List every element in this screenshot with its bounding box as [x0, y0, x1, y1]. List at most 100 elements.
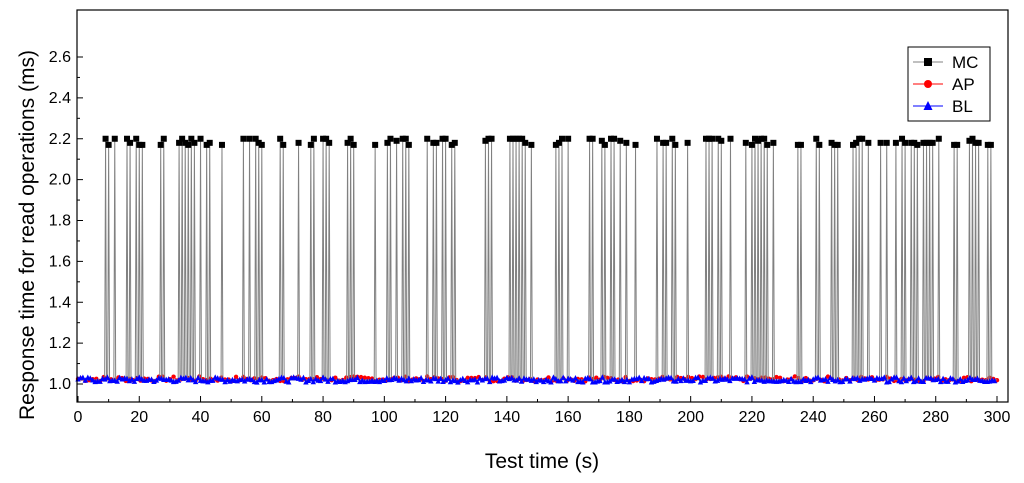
series-bl-point — [913, 378, 919, 384]
mc-spike-point — [764, 141, 771, 148]
series-bl-point — [741, 376, 748, 382]
series-bl-point — [825, 378, 831, 384]
series-ap-point — [465, 375, 470, 381]
x-tick-label: 80 — [314, 409, 332, 426]
mc-spike-point — [182, 139, 189, 146]
series-bl-point — [183, 374, 189, 381]
series-bl-point — [580, 379, 586, 385]
mc-spike-point — [347, 135, 354, 142]
mc-spike-point — [859, 135, 866, 142]
y-tick-label: 1.2 — [49, 335, 71, 352]
mc-spike-point — [448, 141, 455, 148]
x-tick-label: 180 — [616, 409, 643, 426]
series-bl-point — [420, 378, 427, 385]
series-bl-point — [788, 375, 794, 382]
series-bl-point — [80, 374, 86, 380]
mc-spike-point — [565, 135, 572, 142]
series-bl-point — [192, 378, 199, 385]
mc-spike-point — [350, 141, 357, 148]
series-bl-point — [281, 374, 287, 381]
mc-spike-point — [522, 139, 529, 146]
x-tick-label: 0 — [74, 409, 83, 426]
series-bl-point — [710, 375, 716, 381]
mc-spike-point — [372, 141, 379, 148]
mc-spike-point — [954, 141, 961, 148]
series-bl-point — [153, 377, 160, 383]
series-bl-point — [222, 378, 228, 385]
y-tick-label: 1.6 — [49, 253, 71, 270]
series-bl-point — [249, 376, 255, 383]
mc-spike-point — [191, 139, 198, 146]
series-bl-point — [560, 374, 566, 380]
series-bl-point — [82, 377, 89, 383]
series-bl-point — [827, 374, 834, 381]
series-bl-point — [785, 378, 792, 385]
mc-spike-point — [160, 135, 167, 142]
mc-spike-point — [451, 139, 458, 146]
series-bl-point — [847, 378, 853, 384]
series-bl-point — [599, 374, 606, 380]
series-bl-point — [624, 376, 630, 383]
mc-spike-point — [813, 135, 820, 142]
mc-spike-point — [240, 135, 247, 142]
series-bl-point — [675, 375, 682, 382]
series-bl-point — [881, 374, 887, 380]
series-bl-point — [185, 376, 191, 383]
mc-spike-point — [865, 139, 872, 146]
series-bl-point — [749, 374, 755, 380]
mc-spike-point — [387, 135, 394, 142]
series-bl-point — [219, 376, 226, 382]
mc-spike-point — [702, 135, 709, 142]
mc-spike-point — [758, 135, 765, 142]
series-bl-point — [195, 374, 201, 381]
plot-frame — [76, 9, 1009, 403]
mc-spike-point — [488, 135, 495, 142]
series-bl-point — [920, 378, 927, 384]
series-bl-point — [433, 375, 439, 382]
series-bl-point — [126, 377, 133, 384]
series-bl-point — [668, 374, 674, 381]
x-tick-label: 220 — [739, 409, 766, 426]
x-tick-label: 240 — [800, 409, 827, 426]
mc-spike-point — [706, 135, 713, 142]
mc-spike-point — [899, 135, 906, 142]
series-bl-point — [950, 375, 956, 382]
mc-spike-point — [969, 135, 976, 142]
series-bl-point — [210, 377, 216, 383]
mc-spike-point — [393, 137, 400, 144]
mc-spike-point — [598, 137, 605, 144]
mc-spike-point — [748, 141, 755, 148]
series-bl-point — [636, 374, 642, 380]
mc-spike-point — [105, 141, 112, 148]
mc-spike-point — [384, 139, 391, 146]
mc-spike-point — [586, 135, 593, 142]
x-tick-label: 260 — [861, 409, 888, 426]
series-ap-point — [233, 374, 239, 379]
mc-spike-point — [853, 139, 860, 146]
mc-spike-point — [828, 139, 835, 146]
series-bl-point — [597, 377, 603, 384]
mc-spike-point — [124, 135, 131, 142]
mc-spike-point — [197, 135, 204, 142]
series-bl-point — [857, 377, 863, 383]
mc-spike-point — [139, 141, 146, 148]
series-bl-point — [376, 378, 383, 385]
legend-marker-ap — [924, 80, 932, 88]
mc-spike-point — [984, 141, 991, 148]
mc-spike-point — [902, 139, 909, 146]
series-bl-point — [330, 375, 336, 382]
mc-spike-point — [975, 139, 982, 146]
mc-spike-point — [206, 139, 213, 146]
series-bl-point — [844, 375, 851, 382]
mc-spike-point — [663, 139, 670, 146]
mc-spike-point — [770, 139, 777, 146]
series-bl-point — [494, 374, 500, 381]
series-bl-point — [680, 375, 687, 381]
series-bl-point — [540, 378, 547, 385]
series-bl-point — [264, 376, 270, 382]
mc-spike-point — [608, 135, 615, 142]
series-bl-point — [474, 379, 481, 385]
mc-spike-point — [157, 141, 164, 148]
series-bl-point — [695, 374, 701, 380]
series-bl-point — [131, 378, 138, 384]
